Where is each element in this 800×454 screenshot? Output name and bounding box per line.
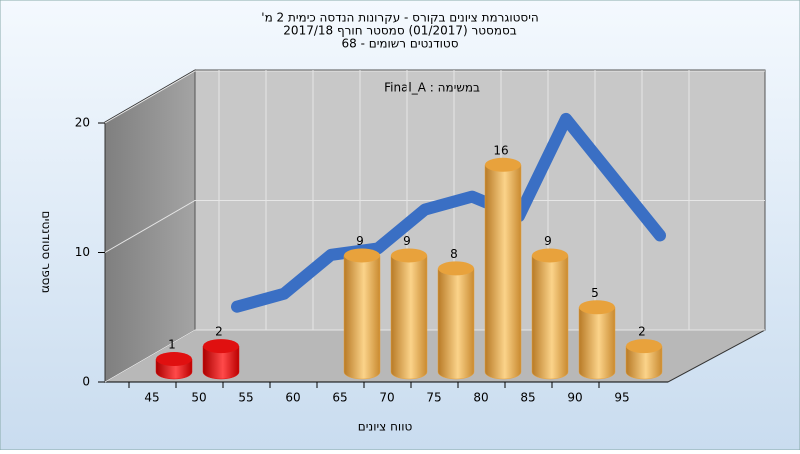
y-axis-label: מספר סטודנטים: [40, 211, 54, 294]
grid-line: [104, 70, 765, 124]
value-label: 2: [638, 325, 646, 339]
x-tick-label: 65: [332, 391, 347, 405]
bar: [437, 268, 475, 380]
annotation: במשימה : Final_A: [384, 81, 480, 95]
value-label: 5: [591, 286, 599, 300]
bar-top: [485, 157, 521, 172]
title-line: בסמסטר (01/2017) סמסטר חורף 2017/18: [283, 24, 516, 38]
bar: [390, 255, 428, 380]
x-tick-label: 90: [567, 391, 582, 405]
x-tick-label: 50: [191, 391, 206, 405]
x-tick-label: 80: [473, 391, 488, 405]
x-tick-label: 95: [614, 391, 629, 405]
value-label: 8: [450, 247, 458, 261]
bar-top: [532, 248, 568, 263]
x-tick-label: 60: [285, 391, 300, 405]
bar-top: [579, 300, 615, 315]
bar: [531, 255, 569, 380]
value-label: 9: [544, 234, 552, 248]
value-label: 1: [168, 338, 176, 352]
x-tick-label: 70: [379, 391, 394, 405]
bar-top: [626, 339, 662, 354]
value-label: 9: [356, 234, 364, 248]
bar: [343, 255, 381, 380]
bar: [202, 345, 240, 380]
x-axis-label: טווח ציונים: [358, 420, 413, 434]
value-label: 16: [493, 143, 508, 157]
value-label: 9: [403, 234, 411, 248]
title-line: היסטוגרמת ציונים בקורס - עקרונות הנדסה כ…: [261, 11, 538, 25]
bar-top: [344, 248, 380, 263]
bar-top: [156, 352, 192, 367]
bar: [578, 307, 616, 380]
value-label: 2: [215, 325, 223, 339]
x-tick-label: 75: [426, 391, 441, 405]
y-tick-label: 20: [75, 116, 90, 130]
grid-line: [104, 329, 765, 383]
x-tick-label: 55: [238, 391, 253, 405]
curve: [231, 112, 666, 313]
bar-top: [391, 248, 427, 263]
bar-top: [438, 261, 474, 276]
y-tick-label: 10: [75, 245, 90, 259]
x-tick-label: 45: [144, 391, 159, 405]
bar: [484, 164, 522, 380]
bar: [625, 345, 663, 380]
bar-top: [203, 339, 239, 354]
y-tick-label: 0: [82, 375, 90, 389]
grid-line: [104, 200, 765, 253]
title-line: סטודנטים רשומים - 68: [341, 37, 458, 51]
x-tick-label: 85: [520, 391, 535, 405]
